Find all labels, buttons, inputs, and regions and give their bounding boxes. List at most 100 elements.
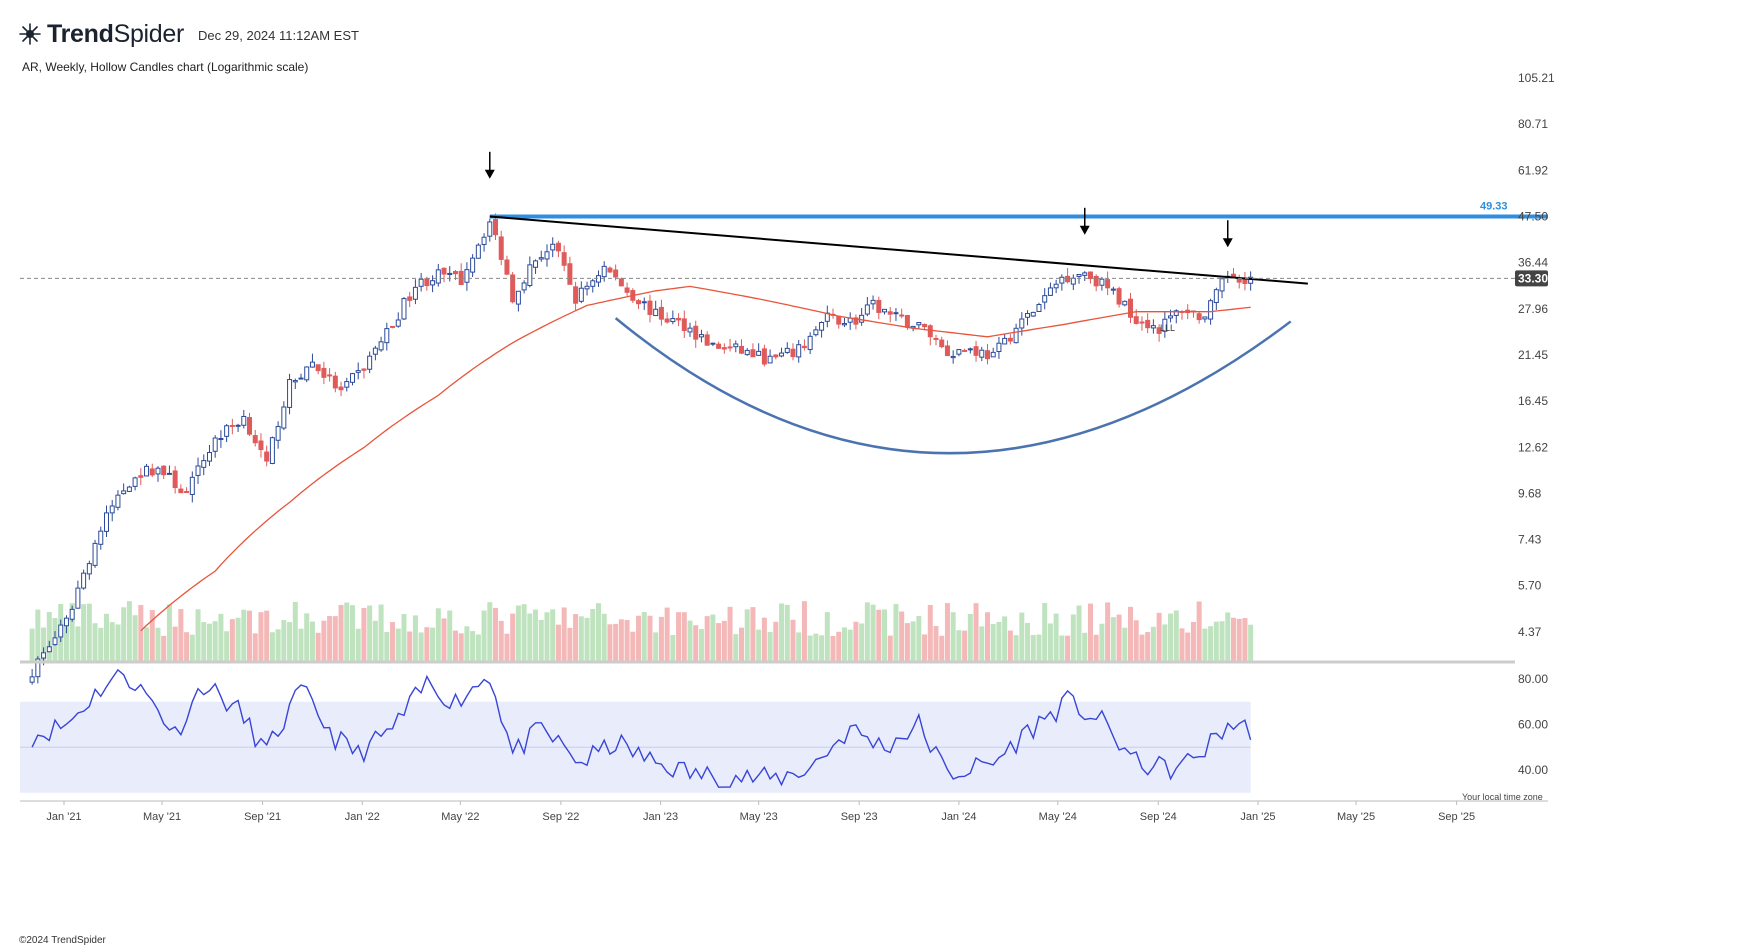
candle-body bbox=[641, 301, 647, 304]
volume-bar bbox=[458, 633, 464, 661]
candle-body bbox=[309, 361, 315, 368]
volume-bar bbox=[847, 629, 853, 661]
candle-body bbox=[887, 311, 893, 315]
candle-body bbox=[235, 424, 241, 427]
time-tick-label: May '25 bbox=[1337, 811, 1375, 823]
candle-body bbox=[681, 318, 687, 331]
volume-bar bbox=[761, 617, 767, 661]
volume-bar bbox=[1196, 601, 1202, 661]
candle-body bbox=[687, 327, 693, 333]
chart-timestamp: Dec 29, 2024 11:12AM EST bbox=[198, 28, 359, 43]
volume-bar bbox=[595, 603, 601, 661]
price-tick-label: 9.68 bbox=[1518, 487, 1542, 501]
last-price-label: 33.30 bbox=[1518, 271, 1548, 285]
volume-bar bbox=[304, 613, 310, 661]
volume-bar bbox=[1059, 635, 1065, 661]
volume-bar bbox=[1065, 635, 1071, 661]
candle-body bbox=[796, 344, 802, 358]
volume-bar bbox=[201, 622, 207, 661]
candle-body bbox=[92, 542, 98, 566]
candle-body bbox=[298, 377, 304, 380]
candle-body bbox=[258, 440, 264, 451]
volume-bar bbox=[92, 623, 98, 661]
time-tick-label: Sep '24 bbox=[1140, 811, 1177, 823]
candle-body bbox=[195, 465, 201, 476]
volume-bar bbox=[292, 601, 298, 661]
candle-body bbox=[761, 348, 767, 365]
candle-body bbox=[595, 275, 601, 283]
candle-body bbox=[1059, 276, 1065, 284]
volume-bar bbox=[430, 627, 436, 661]
candle-body bbox=[435, 269, 441, 284]
volume-bar bbox=[229, 619, 235, 661]
volume-bar bbox=[887, 635, 893, 661]
volume-bar bbox=[1053, 613, 1059, 661]
volume-bar bbox=[63, 624, 69, 661]
volume-bar bbox=[98, 627, 104, 661]
candle-body bbox=[801, 345, 807, 349]
candle-body bbox=[1168, 315, 1174, 319]
candle-body bbox=[841, 323, 847, 326]
candle-body bbox=[292, 380, 298, 383]
candle-body bbox=[1248, 276, 1254, 284]
candle-body bbox=[767, 355, 773, 364]
time-tick-label: May '24 bbox=[1039, 811, 1077, 823]
volume-bar bbox=[1208, 626, 1214, 661]
candle-body bbox=[144, 465, 150, 477]
candle-body bbox=[206, 452, 212, 462]
volume-bar bbox=[1168, 613, 1174, 661]
volume-bar bbox=[950, 612, 956, 661]
volume-bar bbox=[69, 603, 75, 661]
volume-bar bbox=[212, 621, 218, 661]
candle-body bbox=[475, 244, 481, 259]
candle-body bbox=[876, 299, 882, 313]
candle-body bbox=[470, 257, 476, 273]
volume-bar bbox=[126, 601, 132, 661]
candle-body bbox=[710, 342, 716, 345]
brand-name: TrendSpider bbox=[47, 20, 184, 49]
candle-body bbox=[41, 652, 47, 659]
volume-bar bbox=[418, 632, 424, 661]
time-tick-label: Sep '22 bbox=[542, 811, 579, 823]
candle-body bbox=[189, 476, 195, 495]
candle-body bbox=[1219, 278, 1225, 292]
volume-bar bbox=[172, 626, 178, 661]
candle-body bbox=[653, 308, 659, 317]
volume-bar bbox=[1173, 610, 1179, 661]
candle-body bbox=[355, 370, 361, 373]
candle-body bbox=[1196, 313, 1202, 321]
price-tick-label: 80.71 bbox=[1518, 117, 1548, 131]
candle-body bbox=[555, 242, 561, 252]
volume-bar bbox=[853, 621, 859, 661]
pattern-annotation-label: LLL bbox=[1160, 323, 1175, 333]
volume-bar bbox=[1179, 628, 1185, 661]
candle-body bbox=[138, 475, 144, 478]
candle-body bbox=[269, 437, 275, 464]
volume-bar bbox=[698, 629, 704, 661]
candle-body bbox=[498, 236, 504, 260]
candle-body bbox=[1053, 283, 1059, 289]
volume-bar bbox=[46, 612, 52, 661]
candle-body bbox=[670, 318, 676, 323]
volume-bar bbox=[899, 611, 905, 661]
candle-body bbox=[29, 676, 35, 683]
candle-body bbox=[904, 315, 910, 328]
candle-body bbox=[984, 350, 990, 360]
volume-bar bbox=[75, 626, 81, 661]
volume-bar bbox=[738, 627, 744, 661]
volume-bar bbox=[1190, 621, 1196, 661]
candle-body bbox=[1133, 316, 1139, 324]
candle-body bbox=[996, 342, 1002, 353]
candle-body bbox=[430, 280, 436, 286]
candle-body bbox=[338, 386, 344, 391]
volume-bar bbox=[264, 610, 270, 661]
candle-body bbox=[550, 243, 556, 251]
candle-body bbox=[1116, 288, 1122, 305]
candle-body bbox=[956, 349, 962, 355]
time-tick-label: Sep '23 bbox=[841, 811, 878, 823]
candle-body bbox=[401, 298, 407, 320]
volume-bar bbox=[710, 614, 716, 661]
volume-bar bbox=[470, 631, 476, 661]
candle-body bbox=[561, 252, 567, 266]
